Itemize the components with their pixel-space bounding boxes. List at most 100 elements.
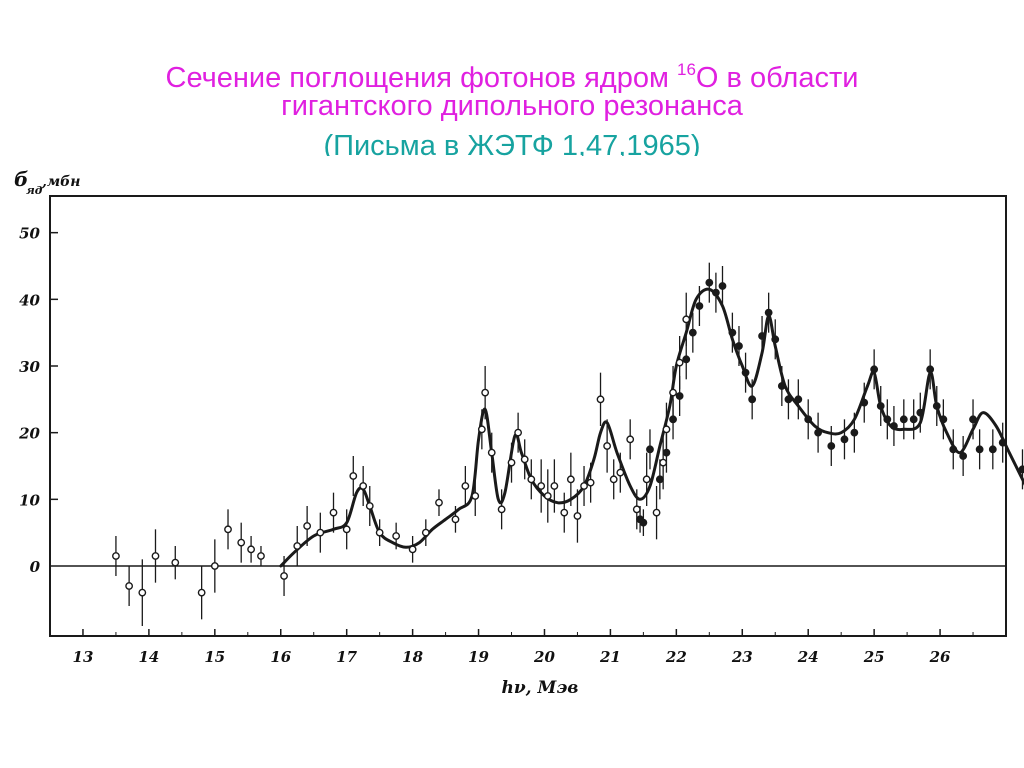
- filled-data-point: [827, 426, 836, 466]
- open-data-point: [461, 466, 470, 506]
- open-data-point: [171, 546, 180, 580]
- filled-data-point: [850, 412, 859, 453]
- filled-data-point: [784, 379, 793, 420]
- x-axis-label: hν, Мэв: [502, 678, 579, 698]
- open-data-point: [392, 522, 401, 550]
- filled-data-point: [916, 392, 925, 433]
- filled-data-point: [939, 399, 948, 440]
- filled-data-point: [712, 272, 720, 313]
- x-tick-label: 17: [336, 648, 357, 666]
- filled-data-point: [926, 349, 935, 390]
- filled-data-point: [718, 266, 727, 306]
- open-data-point: [138, 559, 147, 626]
- filled-data-point: [705, 262, 714, 303]
- open-data-point: [342, 509, 351, 550]
- open-data-point: [537, 459, 546, 513]
- open-data-point: [566, 452, 575, 506]
- open-data-point: [293, 526, 302, 566]
- filled-data-point: [777, 366, 786, 406]
- filled-data-point: [764, 292, 773, 333]
- isotope-mass-number: 16: [676, 60, 696, 79]
- x-tick-label: 26: [929, 648, 951, 666]
- open-data-point: [652, 486, 661, 540]
- open-data-point: [507, 442, 516, 483]
- filled-data-point: [688, 312, 697, 353]
- y-tick-label: 0: [30, 558, 41, 576]
- open-data-point: [224, 509, 232, 550]
- open-data-point: [550, 459, 559, 513]
- open-data-point: [580, 466, 588, 506]
- open-data-point: [210, 539, 219, 593]
- filled-data-point: [748, 379, 757, 420]
- x-tick-label: 24: [797, 648, 819, 666]
- open-data-point: [329, 492, 338, 533]
- y-axis-subscript: яд: [26, 184, 43, 197]
- filled-data-point: [794, 379, 803, 420]
- filled-data-point: [741, 352, 750, 393]
- open-data-point: [316, 512, 325, 553]
- x-ticks: 13 14 15 16 17 18 19 20 21 22 23 24 25 26: [73, 629, 974, 666]
- x-tick-label: 25: [863, 648, 885, 666]
- open-data-point: [112, 536, 120, 576]
- x-tick-label: 14: [138, 648, 159, 666]
- open-data-point: [481, 366, 490, 420]
- open-data-point: [616, 452, 625, 493]
- open-data-point: [514, 412, 523, 453]
- filled-data-point: [639, 509, 648, 536]
- y-axis-unit: ,мбн: [41, 174, 81, 190]
- filled-data-point: [662, 432, 671, 473]
- open-data-point: [632, 489, 641, 530]
- open-data-point: [421, 519, 430, 546]
- filled-data-point: [728, 312, 737, 353]
- filled-data-point: [771, 319, 780, 360]
- open-data-point: [642, 452, 651, 506]
- open-data-point: [359, 466, 368, 506]
- x-tick-label: 19: [468, 648, 489, 666]
- open-data-point: [543, 469, 552, 523]
- filled-data-point: [883, 399, 892, 440]
- filled-data-point: [675, 376, 684, 416]
- open-data-point: [609, 459, 618, 500]
- filled-data-point: [758, 316, 766, 356]
- open-data-point: [497, 489, 506, 530]
- filled-data-point: [655, 459, 664, 500]
- filled-data-point: [1018, 449, 1024, 490]
- chart-title-line1: Сечение поглощения фотонов ядром 16O в о…: [0, 52, 1024, 96]
- filled-data-point: [998, 422, 1007, 463]
- filled-data-point: [669, 399, 677, 440]
- open-data-point: [408, 536, 417, 563]
- filled-data-point: [949, 429, 958, 470]
- open-data-point: [280, 556, 288, 596]
- filled-data-point: [988, 429, 997, 470]
- open-data-point: [520, 439, 529, 480]
- filled-data-point: [735, 326, 743, 366]
- filled-data-point: [959, 436, 968, 476]
- filled-data-point: [909, 399, 918, 440]
- open-data-point: [451, 506, 460, 533]
- chart-title-line2: гигантского дипольного резонанса: [281, 90, 743, 122]
- open-data-point: [477, 409, 486, 450]
- open-data-point: [247, 536, 255, 563]
- filled-data-point: [932, 386, 941, 426]
- title-text-start: Сечение поглощения фотонов ядром: [165, 62, 677, 94]
- y-axis-symbol: б: [14, 167, 28, 191]
- open-data-point: [349, 456, 358, 496]
- open-data-point: [596, 372, 605, 426]
- open-data-point: [603, 419, 612, 473]
- filled-data-point: [975, 429, 984, 470]
- x-tick-label: 18: [402, 648, 423, 666]
- fit-curve: [279, 287, 1024, 568]
- open-data-point: [237, 522, 246, 563]
- open-data-point: [586, 462, 595, 503]
- x-tick-label: 13: [73, 648, 94, 666]
- filled-data-point: [870, 349, 879, 390]
- x-tick-label: 22: [665, 648, 687, 666]
- x-tick-label: 16: [270, 648, 291, 666]
- filled-data-point: [860, 382, 869, 423]
- open-data-point: [487, 432, 496, 473]
- open-data-point: [375, 519, 384, 546]
- open-data-point: [527, 459, 536, 500]
- filled-data-point: [876, 386, 885, 426]
- y-tick-label: 20: [18, 425, 40, 443]
